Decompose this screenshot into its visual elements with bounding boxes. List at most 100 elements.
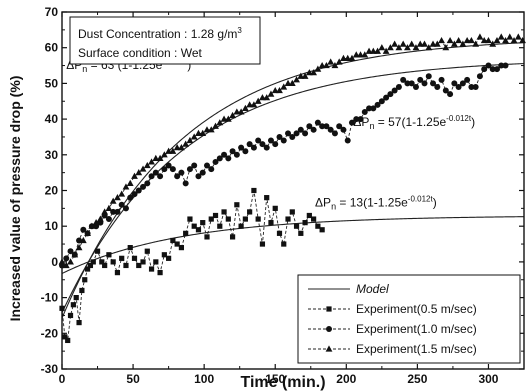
data-point-circle — [476, 73, 483, 80]
data-point-circle — [263, 144, 270, 151]
x-tick-label: 50 — [126, 372, 140, 386]
data-point-triangle — [263, 94, 271, 101]
data-point-square — [229, 234, 236, 240]
series-markers — [58, 33, 526, 344]
data-point-circle — [174, 173, 181, 180]
data-point-triangle — [276, 86, 283, 94]
data-point-triangle — [344, 54, 352, 62]
data-point-circle — [502, 62, 509, 69]
data-point-circle — [280, 137, 287, 144]
data-point-circle — [242, 148, 249, 155]
data-point-triangle — [84, 229, 91, 236]
data-point-square — [114, 270, 121, 276]
data-point-triangle — [404, 44, 411, 51]
info-line-1: Dust Concentration : 1.28 g/m3 — [78, 26, 242, 41]
data-point-square — [106, 252, 112, 258]
axes: -30 -20 -10 0 10 20 30 40 50 60 70 0 50 100 150 200 250 3… — [7, 5, 525, 391]
data-point-triangle — [382, 47, 390, 54]
data-point-circle — [391, 87, 398, 94]
data-point-triangle — [399, 40, 407, 47]
data-point-triangle — [126, 179, 134, 186]
data-point-square — [76, 319, 82, 326]
data-point-square — [123, 262, 129, 269]
data-point-triangle — [122, 183, 130, 190]
data-point-circle — [148, 173, 155, 180]
data-point-circle — [442, 87, 449, 94]
data-point-triangle — [62, 261, 70, 269]
data-point-square — [285, 216, 291, 222]
data-point-circle — [229, 148, 236, 155]
data-point-square — [178, 245, 185, 251]
data-point-circle — [451, 80, 458, 87]
data-point-triangle — [497, 33, 505, 40]
data-point-square — [276, 230, 283, 236]
data-point-square — [170, 237, 176, 244]
data-point-triangle — [395, 44, 403, 51]
data-point-triangle — [310, 69, 318, 76]
data-point-triangle — [118, 190, 126, 197]
legend-marker-square — [326, 306, 332, 312]
data-point-circle — [348, 119, 355, 126]
data-point-circle — [169, 166, 176, 173]
data-point-triangle — [173, 144, 181, 151]
data-point-circle — [255, 137, 262, 144]
y-tick-label: 70 — [45, 5, 59, 19]
data-point-circle — [208, 166, 215, 173]
info-box-frame — [69, 16, 261, 65]
data-point-triangle — [352, 51, 360, 58]
data-point-circle — [412, 83, 419, 90]
data-point-circle — [259, 141, 266, 148]
data-point-circle — [485, 62, 492, 69]
data-point-circle — [400, 76, 407, 83]
series-line-2 — [61, 64, 506, 266]
data-point-triangle — [335, 58, 343, 65]
data-point-square — [62, 334, 68, 340]
data-point-square — [79, 287, 85, 294]
y-tick-label: -20 — [41, 326, 59, 340]
data-point-circle — [191, 162, 198, 169]
data-point-circle — [165, 162, 172, 169]
data-point-circle — [374, 101, 381, 108]
data-point-circle — [302, 130, 309, 137]
model-equation-3: ΔPn = 13(1-1.25e-0.012t) — [315, 195, 437, 212]
data-point-circle — [203, 162, 210, 169]
x-tick-label: 300 — [478, 372, 498, 386]
data-point-triangle — [425, 44, 433, 51]
data-point-square — [200, 220, 206, 226]
data-point-square — [225, 216, 231, 222]
data-point-circle — [340, 126, 347, 133]
data-point-triangle — [237, 108, 245, 115]
data-point-triangle — [331, 61, 339, 69]
data-point-triangle — [259, 94, 266, 101]
data-point-circle — [238, 144, 245, 151]
data-point-circle — [272, 141, 279, 148]
data-point-circle — [357, 116, 364, 123]
legend-label: Experiment(1.0 m/sec) — [356, 322, 477, 336]
data-point-square — [293, 223, 300, 229]
data-point-circle — [464, 76, 471, 83]
data-point-triangle — [165, 147, 173, 154]
data-point-triangle — [391, 40, 399, 47]
data-point-circle — [468, 83, 475, 90]
data-point-triangle — [152, 154, 160, 161]
data-point-triangle — [199, 129, 207, 136]
data-point-triangle — [288, 79, 296, 86]
data-point-triangle — [386, 44, 394, 51]
data-point-circle — [182, 180, 189, 187]
data-point-circle — [178, 169, 185, 176]
data-point-circle — [233, 151, 240, 158]
data-point-triangle — [246, 101, 254, 108]
data-point-circle — [199, 169, 206, 176]
data-point-circle — [336, 123, 343, 130]
data-point-circle — [293, 130, 300, 137]
data-point-square — [204, 234, 210, 240]
x-tick-label: 150 — [265, 372, 285, 386]
data-point-triangle — [502, 36, 509, 44]
data-point-triangle — [178, 144, 185, 151]
model-equation-2: ΔPn = 57(1-1.25e-0.012t) — [353, 114, 475, 131]
data-point-triangle — [229, 111, 236, 119]
data-point-triangle — [408, 40, 416, 47]
data-point-square — [90, 259, 96, 265]
data-point-circle — [216, 155, 223, 162]
data-point-triangle — [207, 126, 215, 133]
